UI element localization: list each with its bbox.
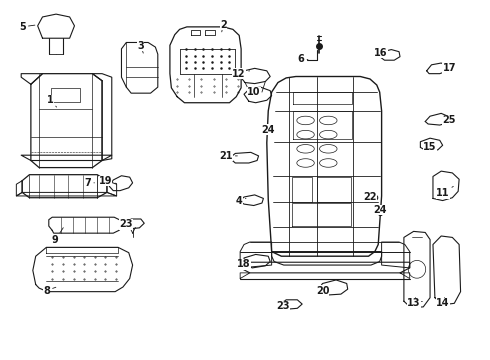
Text: 23: 23 [276,301,290,311]
Text: 18: 18 [237,259,251,269]
Text: 24: 24 [373,205,387,215]
Text: 23: 23 [120,219,133,229]
Text: 9: 9 [52,228,63,245]
Text: 16: 16 [374,48,388,58]
Text: 21: 21 [219,151,237,161]
Text: 11: 11 [436,186,453,198]
Text: 6: 6 [297,54,308,64]
Text: 5: 5 [19,22,35,32]
Text: 4: 4 [236,195,246,206]
Text: 22: 22 [363,192,377,202]
Text: 1: 1 [47,95,57,107]
Text: 12: 12 [232,69,249,79]
Text: 17: 17 [442,63,456,73]
Text: 19: 19 [98,176,117,186]
Text: 24: 24 [262,125,275,135]
Text: 25: 25 [442,115,456,125]
Text: 3: 3 [138,41,144,53]
Text: 8: 8 [43,285,56,296]
Text: 20: 20 [316,285,329,296]
Text: 13: 13 [407,298,420,309]
Text: 14: 14 [436,298,449,309]
Text: 10: 10 [247,87,261,97]
Text: 15: 15 [423,143,437,152]
Text: 2: 2 [220,20,226,32]
Text: 7: 7 [84,178,95,188]
